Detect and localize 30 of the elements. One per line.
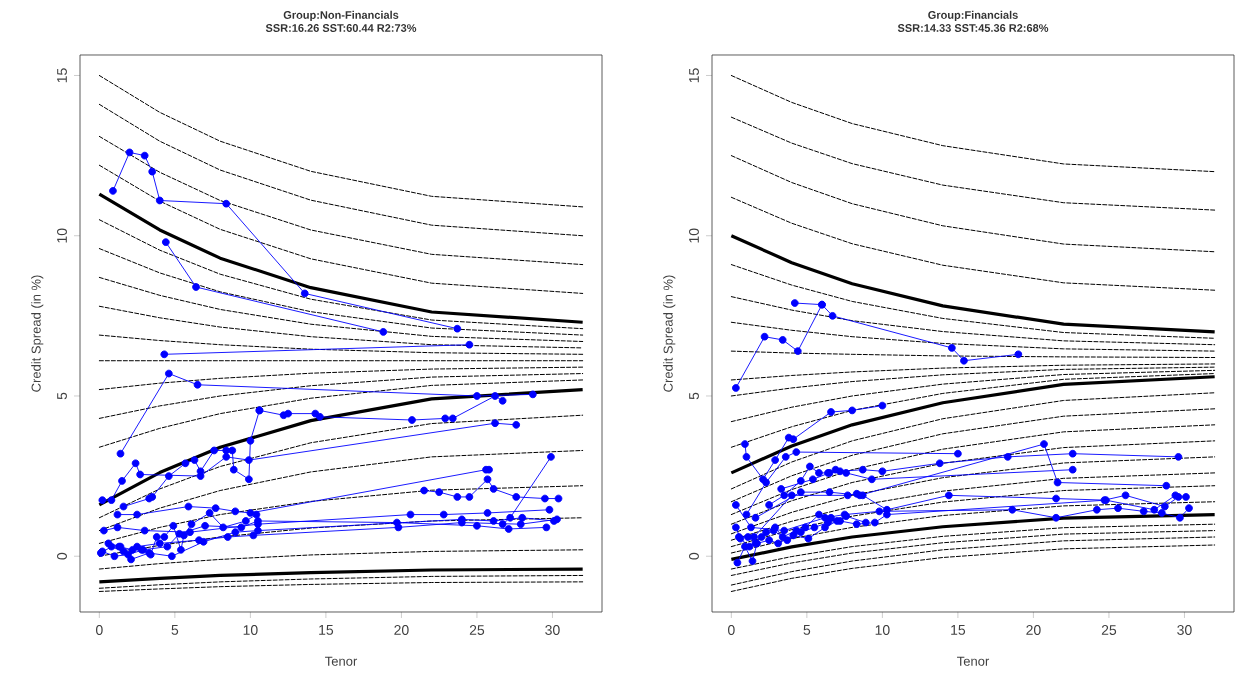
x-axis-title: Tenor bbox=[325, 656, 358, 666]
y-axis-title: Credit Spread (in %) bbox=[663, 275, 676, 392]
x-tick-label: 0 bbox=[727, 625, 735, 635]
chart-subtitle: SSR:14.33 SST:45.36 R2:68% bbox=[897, 24, 1049, 32]
x-tick-label: 15 bbox=[951, 625, 966, 635]
x-tick-label: 10 bbox=[875, 625, 890, 635]
x-axis-title: Tenor bbox=[957, 656, 990, 666]
x-tick-label: 20 bbox=[1026, 625, 1041, 635]
chart-title: Group:Financials bbox=[928, 10, 1018, 22]
x-tick-label: 15 bbox=[319, 625, 334, 635]
chart-title: Group:Non-Financials bbox=[283, 10, 399, 22]
y-tick-label: 15 bbox=[689, 68, 699, 83]
y-tick-label: 10 bbox=[689, 228, 699, 243]
x-tick-label: 30 bbox=[1177, 625, 1192, 635]
x-tick-label: 25 bbox=[1101, 625, 1117, 635]
y-tick-label: 5 bbox=[57, 392, 67, 400]
y-tick-label: 10 bbox=[57, 228, 67, 243]
x-tick-label: 30 bbox=[545, 625, 560, 635]
chart-subtitle: SSR:16.26 SST:60.44 R2:73% bbox=[265, 24, 417, 32]
y-tick-label: 0 bbox=[689, 552, 699, 560]
x-tick-label: 10 bbox=[243, 625, 258, 635]
x-tick-label: 5 bbox=[171, 625, 179, 635]
x-tick-label: 0 bbox=[95, 625, 103, 635]
y-tick-label: 15 bbox=[57, 68, 67, 83]
x-tick-label: 25 bbox=[469, 625, 485, 635]
x-tick-label: 5 bbox=[803, 625, 811, 635]
y-tick-label: 0 bbox=[57, 552, 67, 560]
y-tick-label: 5 bbox=[689, 392, 699, 400]
y-axis-title: Credit Spread (in %) bbox=[31, 275, 44, 392]
x-tick-label: 20 bbox=[394, 625, 409, 635]
